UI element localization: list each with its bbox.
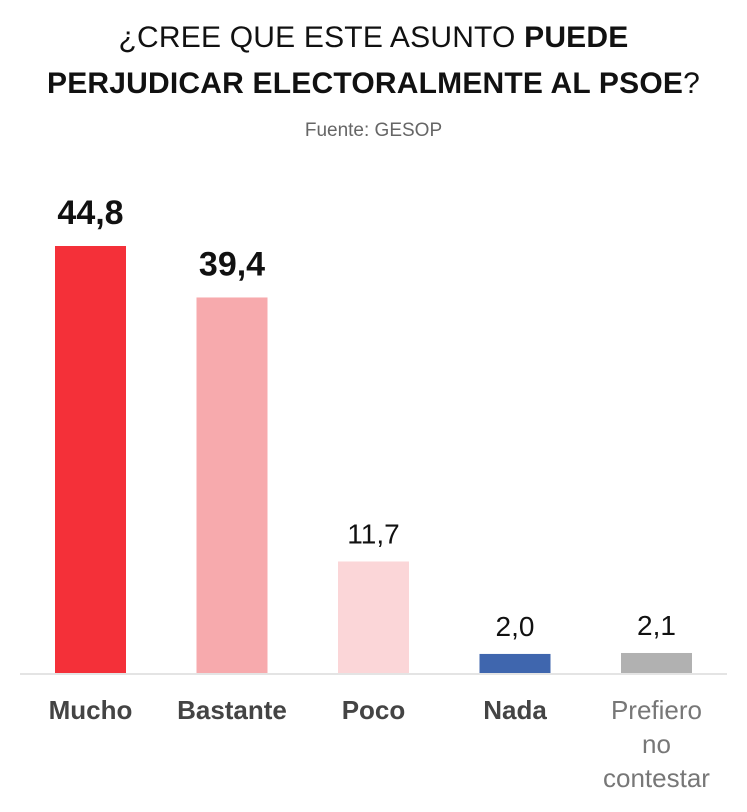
bar-nada xyxy=(479,653,551,673)
value-label: 39,4 xyxy=(199,245,265,283)
title-bold-part: PUEDE xyxy=(524,21,629,54)
title-question-mark: ? xyxy=(683,67,700,100)
category-label: Nada xyxy=(483,695,547,725)
bar-bastante xyxy=(196,297,268,673)
value-label: 44,8 xyxy=(57,194,123,232)
bar-mucho xyxy=(55,246,126,673)
bar-poco xyxy=(338,561,409,673)
chart-title-line-1: ¿CREE QUE ESTE ASUNTO PUEDE xyxy=(0,18,747,58)
category-label: contestar xyxy=(603,763,710,793)
category-label: no xyxy=(642,729,671,759)
bar-prefiero-no-contestar xyxy=(621,652,692,673)
category-label: Bastante xyxy=(177,695,287,725)
value-label: 2,0 xyxy=(496,611,535,642)
chart-title-line-2: PERJUDICAR ELECTORALMENTE AL PSOE? xyxy=(0,64,747,104)
value-label: 2,1 xyxy=(637,610,676,641)
value-label: 11,7 xyxy=(347,518,399,549)
category-label: Mucho xyxy=(49,695,133,725)
category-label: Prefiero xyxy=(611,695,702,725)
category-label: Poco xyxy=(342,695,406,725)
chart-source: Fuente: GESOP xyxy=(304,120,443,141)
title-light-part: ¿CREE QUE ESTE ASUNTO xyxy=(118,21,525,54)
title-bold-part: PERJUDICAR ELECTORALMENTE AL PSOE xyxy=(46,67,684,100)
